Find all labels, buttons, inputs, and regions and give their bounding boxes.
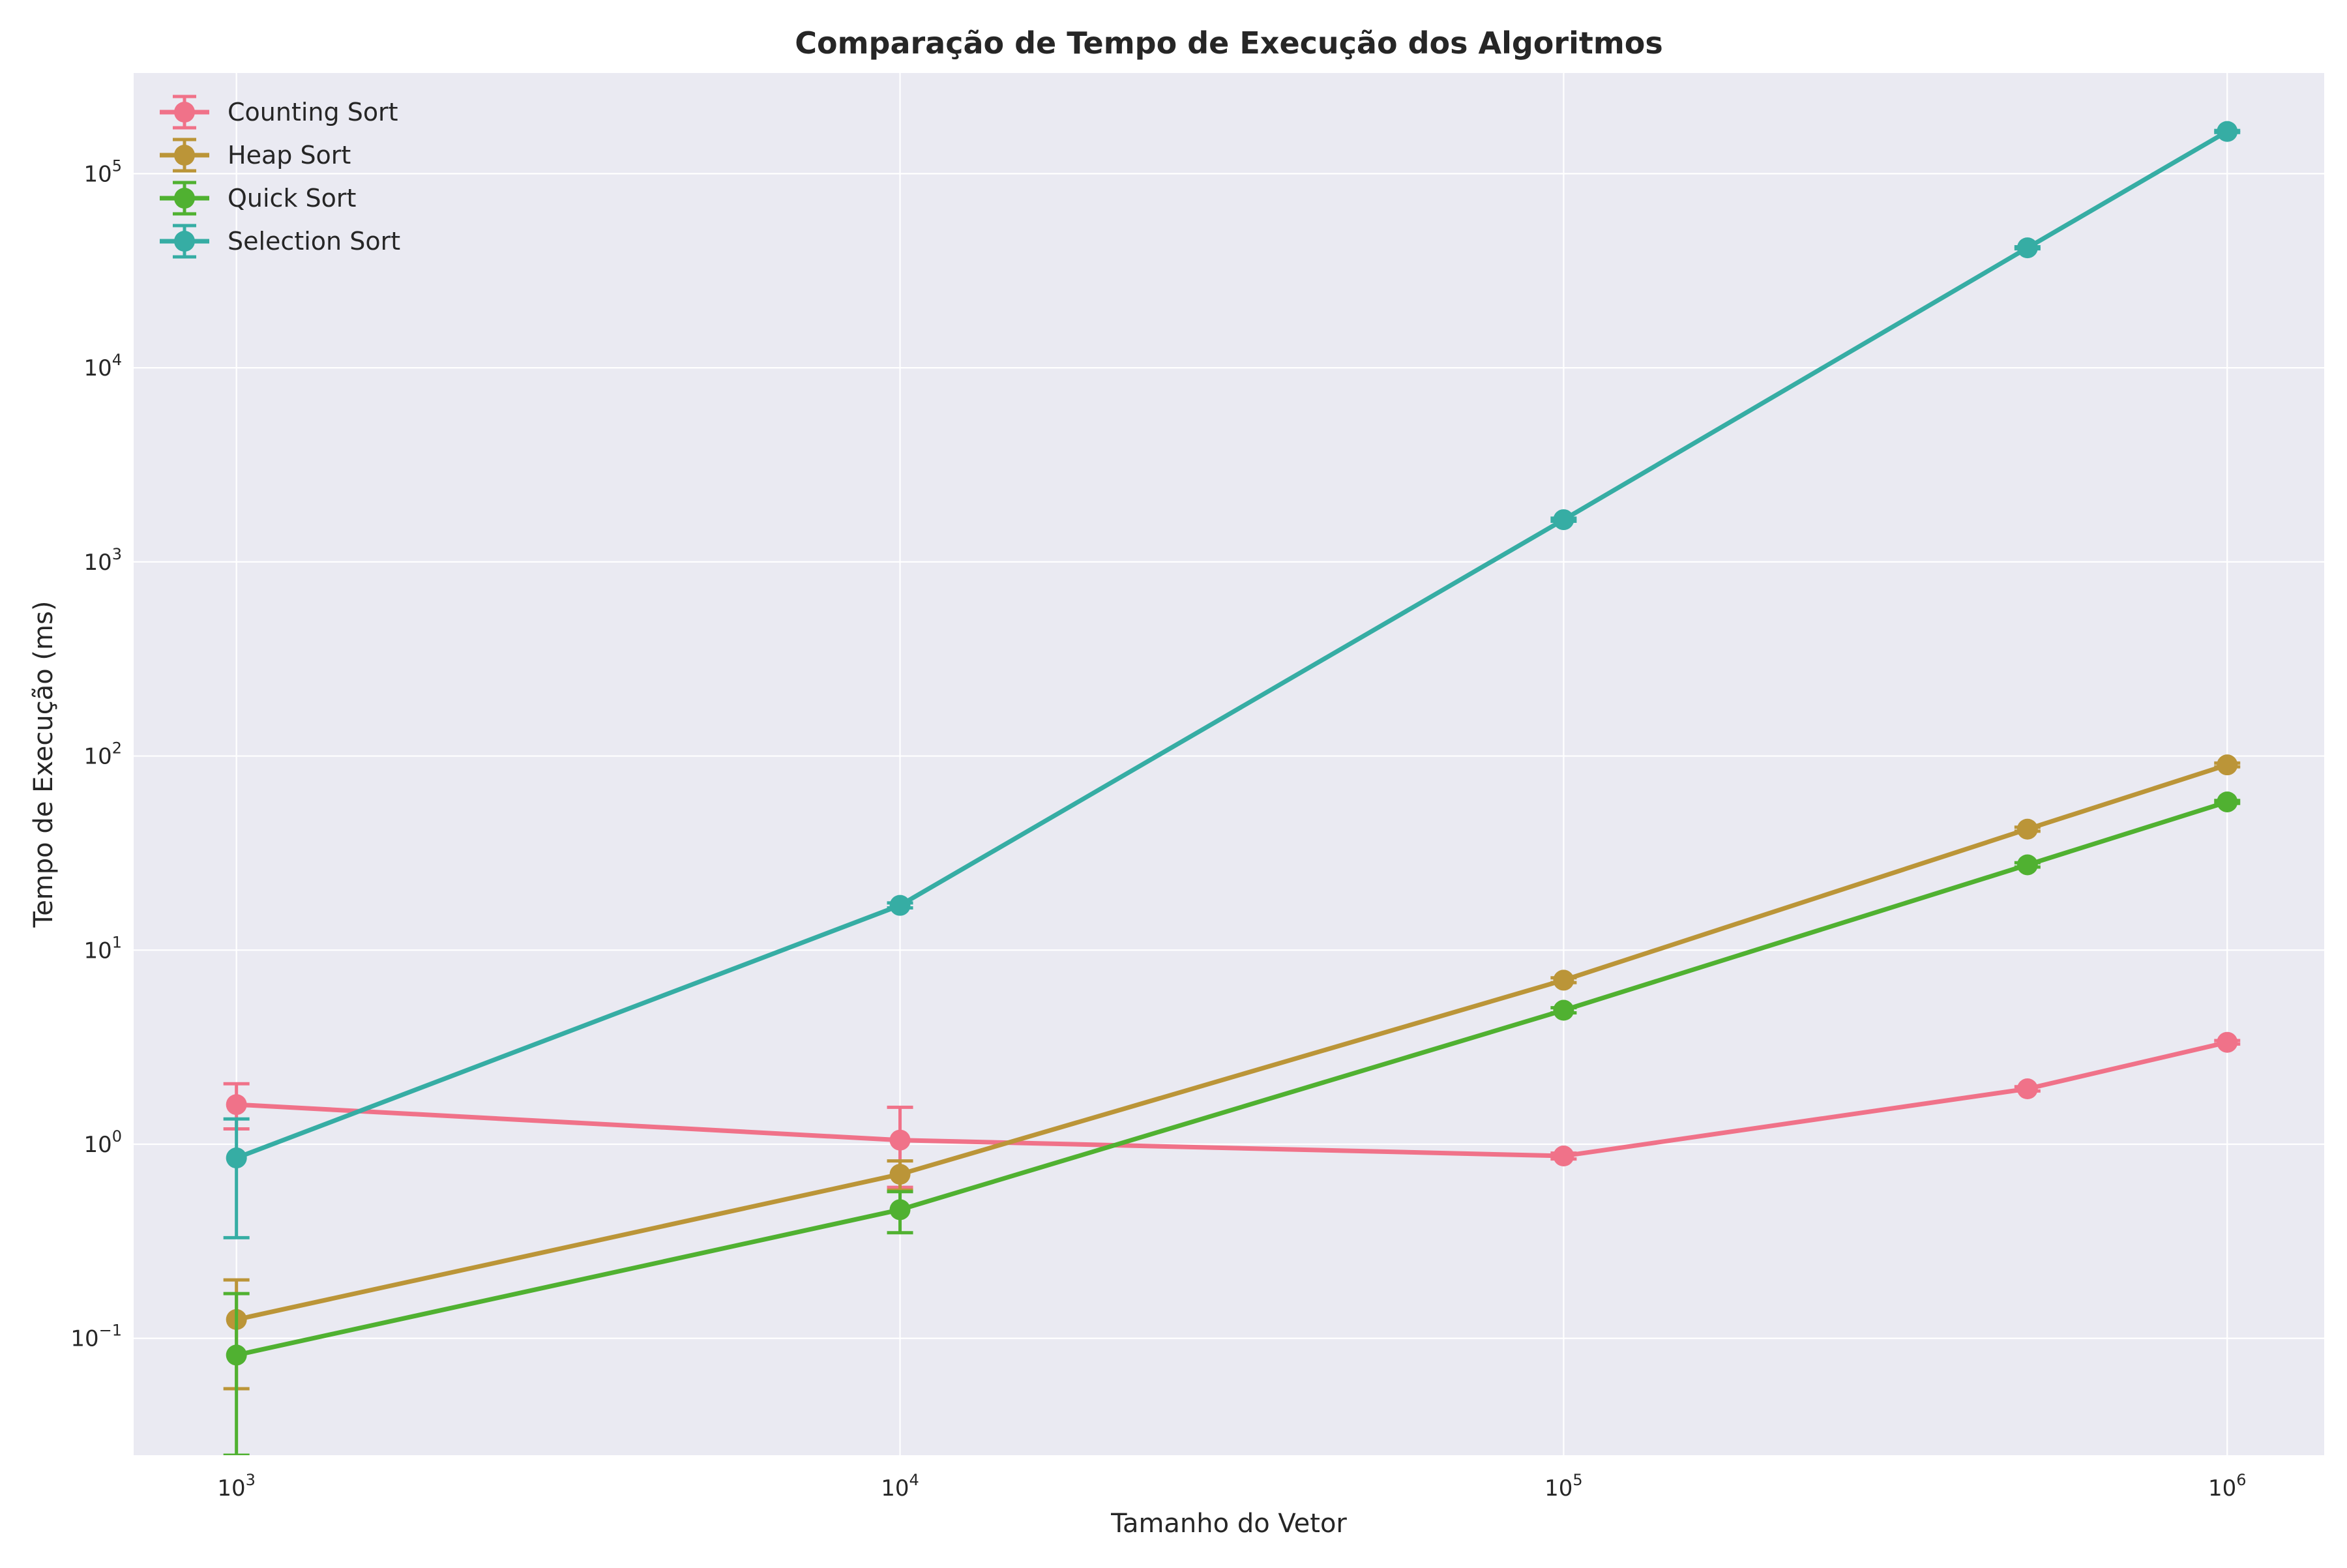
x-tick-exponent: 6	[2236, 1471, 2246, 1489]
data-point	[2016, 854, 2038, 876]
data-point	[226, 1344, 247, 1366]
legend-item: Quick Sort	[160, 181, 356, 216]
series-selection-sort	[223, 121, 2241, 1239]
x-tick-exponent: 5	[1572, 1471, 1582, 1489]
data-point	[1553, 1146, 1574, 1167]
data-point	[889, 1164, 911, 1185]
data-point	[889, 1129, 911, 1151]
data-point	[1553, 509, 1574, 531]
data-point	[2016, 237, 2038, 259]
y-axis-label: Tempo de Execução (ms)	[29, 601, 59, 928]
y-tick-label: 101	[83, 933, 122, 964]
y-tick-exponent: 0	[112, 1127, 122, 1146]
legend-label: Counting Sort	[228, 98, 398, 126]
y-tick-base: 10	[83, 938, 111, 964]
legend-label: Heap Sort	[228, 141, 351, 170]
data-point	[2217, 121, 2238, 142]
data-point	[889, 895, 911, 916]
y-tick-exponent: 1	[112, 933, 122, 951]
legend-marker	[174, 231, 195, 252]
legend-item: Selection Sort	[160, 224, 400, 259]
x-tick-exponent: 4	[909, 1471, 919, 1489]
series	[223, 121, 2241, 1455]
data-point	[889, 1199, 911, 1220]
y-tick-base: 10	[83, 161, 111, 187]
legend-label: Selection Sort	[228, 227, 400, 256]
data-point	[1553, 969, 1574, 991]
y-tick-exponent: 3	[112, 545, 122, 563]
data-point	[226, 1094, 247, 1116]
y-tick-exponent: 5	[112, 156, 122, 175]
y-tick-base: 10	[83, 1132, 111, 1158]
legend-item: Heap Sort	[160, 138, 351, 173]
x-tick-label: 104	[881, 1471, 919, 1501]
y-tick-exponent: 2	[112, 739, 122, 758]
legend-marker	[174, 145, 195, 166]
y-tick-label: 102	[83, 739, 122, 770]
data-point	[2217, 1031, 2238, 1053]
x-tick-base: 10	[217, 1475, 245, 1501]
x-tick-label: 105	[1544, 1471, 1583, 1501]
series-quick-sort	[223, 791, 2241, 1455]
data-point	[2016, 1078, 2038, 1100]
y-tick-label: 10−1	[70, 1322, 122, 1352]
y-tick-base: 10	[70, 1326, 98, 1352]
data-point	[226, 1147, 247, 1169]
y-tick-label: 100	[83, 1127, 122, 1158]
x-tick-label: 103	[217, 1471, 256, 1501]
grid	[134, 73, 2324, 1455]
y-tick-base: 10	[83, 355, 111, 381]
plot-area	[134, 73, 2324, 1455]
legend-label: Quick Sort	[228, 184, 356, 213]
legend-marker	[174, 188, 195, 209]
legend-marker	[174, 102, 195, 123]
y-tick-label: 105	[83, 156, 122, 187]
data-point	[2016, 818, 2038, 840]
x-tick-base: 10	[1544, 1475, 1572, 1501]
x-tick-exponent: 3	[246, 1471, 256, 1489]
data-point	[2217, 754, 2238, 776]
x-axis-label: Tamanho do Vetor	[1110, 1509, 1347, 1539]
data-point	[2217, 791, 2238, 812]
legend-item: Counting Sort	[160, 95, 398, 130]
x-tick-base: 10	[2208, 1475, 2236, 1501]
data-point	[1553, 999, 1574, 1021]
y-tick-label: 103	[83, 545, 122, 576]
y-tick-exponent: 4	[112, 351, 122, 369]
y-tick-base: 10	[83, 550, 111, 576]
legend: Counting Sort Heap Sort Quick Sort Selectio…	[160, 95, 400, 259]
x-tick-base: 10	[881, 1475, 909, 1501]
y-tick-base: 10	[83, 744, 111, 770]
y-tick-exponent: −1	[99, 1322, 122, 1340]
y-tick-label: 104	[83, 351, 122, 381]
x-tick-label: 106	[2208, 1471, 2247, 1501]
chart-title: Comparação de Tempo de Execução dos Algo…	[795, 25, 1663, 61]
